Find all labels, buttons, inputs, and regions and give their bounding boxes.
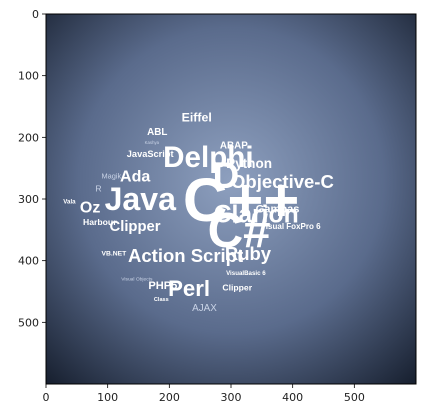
word-magik: Magik [102,172,122,181]
word-clarion: Clarion [214,201,299,228]
word-vb-net: VB.NET [102,251,128,258]
word-ajax: AJAX [192,303,217,314]
word-abap: ABAP [220,140,248,151]
y-tick-label: 0 [32,8,39,21]
x-tick-label: 500 [344,391,365,404]
image-background [46,14,416,384]
word-clipper: Clipper [110,219,161,235]
word-r: R [95,184,101,194]
word-gambas: Gambas [256,204,300,216]
x-axis: 0 100 200 300 400 500 [43,384,365,404]
x-tick-label: 300 [221,391,242,404]
x-tick-label: 400 [282,391,303,404]
y-tick-label: 500 [18,316,39,329]
word-javascript: JavaScript [127,149,174,159]
word-abl: ABL [147,127,167,138]
word-kashya: Kashya [145,140,160,145]
word-clipper: Clipper [222,282,252,292]
word-c-: C# [208,203,271,258]
x-tick-label: 100 [97,391,118,404]
word-php5: PHP5 [148,280,177,292]
word-action-script: Action Script [128,245,243,266]
y-tick-label: 200 [18,131,39,144]
word-vala: Vala [63,198,76,205]
word-python: Python [226,156,272,171]
word-eiffel: Eiffel [182,110,212,124]
word-visual-objects: Visual Objects [121,276,153,282]
word-perl: Perl [168,276,210,301]
word-ruby: Ruby [225,243,272,264]
x-tick-label: 200 [159,391,180,404]
word-harbour: Harbour [83,217,117,227]
word-visualbasic-6: VisualBasic 6 [226,270,266,277]
x-tick-label: 0 [43,391,50,404]
y-tick-label: 300 [18,193,39,206]
word-java: Java [105,181,177,217]
word-class: Class [154,297,169,303]
word-objective-c: Objective-C [231,171,334,192]
y-axis: 0 100 200 300 400 500 [18,8,46,329]
word-d: D [213,155,240,196]
y-tick-label: 400 [18,255,39,268]
y-tick-label: 100 [18,70,39,83]
word-c-: C++ [183,166,300,235]
word-ada: Ada [120,168,151,186]
word-oz: Oz [80,199,100,217]
word-visual-foxpro-6: Visual FoxPro 6 [261,222,322,231]
word-delphi: Delphi [163,141,253,174]
